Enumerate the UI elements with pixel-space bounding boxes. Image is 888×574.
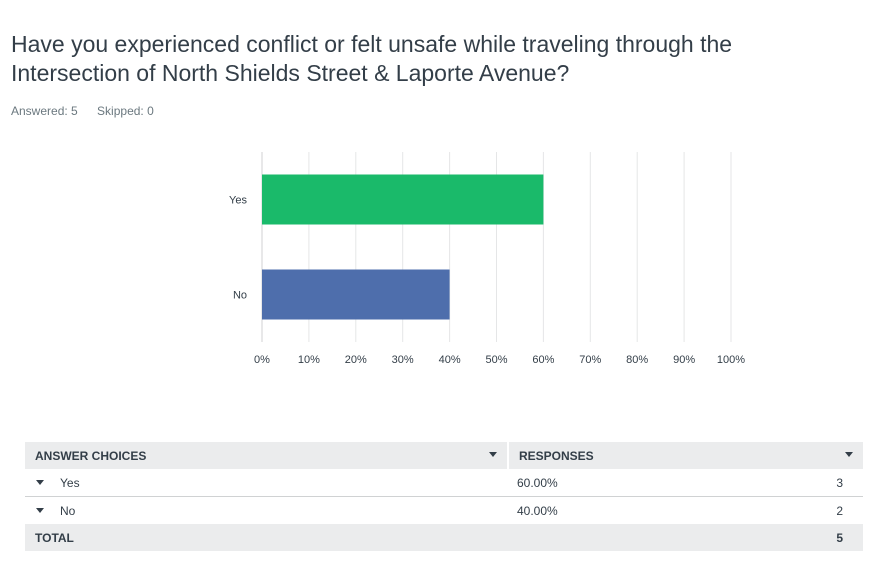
response-cell: 60.00% 3 <box>507 469 863 496</box>
x-tick-label: 40% <box>439 354 461 366</box>
choice-cell: No <box>25 497 507 524</box>
table-row: No 40.00% 2 <box>25 497 863 524</box>
response-percent: 60.00% <box>517 475 558 490</box>
table-row: Yes 60.00% 3 <box>25 469 863 497</box>
total-count: 5 <box>836 530 843 545</box>
responses-header-label: RESPONSES <box>519 448 594 463</box>
choice-label: No <box>60 503 76 518</box>
response-count: 2 <box>836 503 843 518</box>
responses-table: ANSWER CHOICES RESPONSES Yes 60.00% 3 No… <box>25 442 863 551</box>
bar-chart: Yes No 0% 10% 20% 30% 40% 50% 60% 70% 80% 90% 100% <box>229 152 745 366</box>
x-tick-label: 100% <box>717 354 745 366</box>
answer-choices-header[interactable]: ANSWER CHOICES <box>25 442 507 469</box>
y-tick-label: No <box>233 290 247 302</box>
x-tick-label: 90% <box>673 354 695 366</box>
choice-label: Yes <box>60 475 80 490</box>
response-stats: Answered: 5 Skipped: 0 <box>11 104 170 118</box>
choice-cell: Yes <box>25 469 507 496</box>
x-tick-label: 0% <box>254 354 270 366</box>
x-tick-label: 50% <box>485 354 507 366</box>
response-percent: 40.00% <box>517 503 558 518</box>
expand-row-icon[interactable] <box>36 508 44 513</box>
question-title: Have you experienced conflict or felt un… <box>11 31 733 86</box>
answer-choices-header-label: ANSWER CHOICES <box>35 448 147 463</box>
x-tick-label: 70% <box>579 354 601 366</box>
table-header: ANSWER CHOICES RESPONSES <box>25 442 863 469</box>
response-cell: 40.00% 2 <box>507 497 863 524</box>
skipped-count: Skipped: 0 <box>97 104 154 118</box>
x-tick-label: 60% <box>532 354 554 366</box>
y-tick-label: Yes <box>229 195 247 207</box>
sort-choices-icon[interactable] <box>489 452 497 457</box>
x-tick-label: 10% <box>298 354 320 366</box>
bar-no <box>262 269 450 320</box>
sort-responses-icon[interactable] <box>845 452 853 457</box>
response-count: 3 <box>836 475 843 490</box>
total-label: TOTAL <box>35 530 74 545</box>
bar-yes <box>262 174 544 225</box>
x-tick-label: 30% <box>392 354 414 366</box>
total-label-cell: TOTAL <box>25 524 507 551</box>
x-tick-label: 20% <box>345 354 367 366</box>
expand-row-icon[interactable] <box>36 480 44 485</box>
table-total-row: TOTAL 5 <box>25 524 863 551</box>
x-tick-label: 80% <box>626 354 648 366</box>
responses-header[interactable]: RESPONSES <box>507 442 863 469</box>
total-count-cell: 5 <box>507 524 863 551</box>
answered-count: Answered: 5 <box>11 104 78 118</box>
